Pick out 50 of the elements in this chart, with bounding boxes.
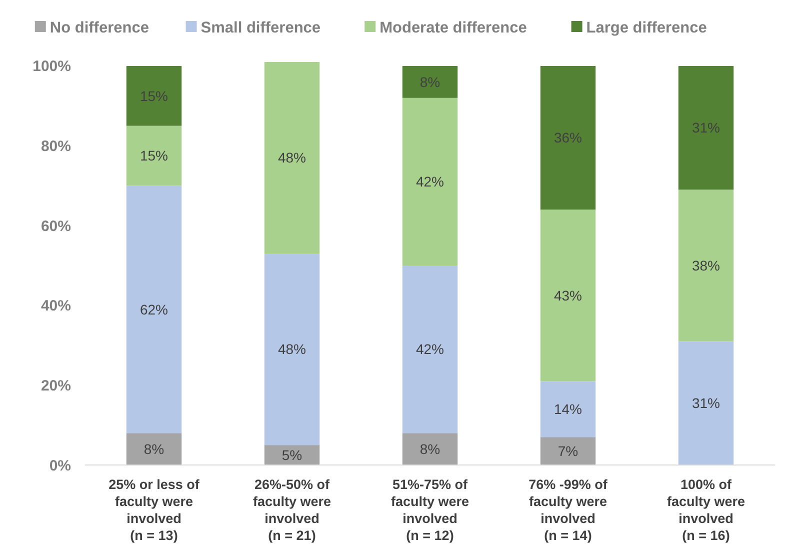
bar <box>540 66 596 210</box>
data-label: 5% <box>282 446 302 463</box>
bar <box>678 341 734 465</box>
bar <box>678 190 734 342</box>
data-label: 48% <box>278 341 306 358</box>
y-tick-label: 60% <box>40 218 71 235</box>
bar <box>402 66 458 98</box>
y-tick-label: 40% <box>40 298 71 315</box>
bar <box>540 381 596 438</box>
bar <box>126 66 182 126</box>
y-tick-label: 80% <box>40 138 71 156</box>
data-label: 8% <box>420 440 440 457</box>
data-label: 14% <box>554 401 582 418</box>
bar <box>126 186 182 434</box>
data-label: 62% <box>140 301 168 318</box>
data-label: 15% <box>140 88 168 104</box>
x-tick-label: 76% -99% of faculty were involved (n = 14) <box>528 477 608 543</box>
data-label: 38% <box>692 257 720 274</box>
legend-label: Moderate difference <box>380 19 528 36</box>
data-label: 43% <box>554 287 582 304</box>
x-tick-label: 26%-50% of faculty were involved (n = 21) <box>252 477 332 543</box>
bar <box>402 433 458 465</box>
data-label: 42% <box>416 341 444 358</box>
bar <box>540 437 596 465</box>
data-label: 8% <box>420 74 440 90</box>
bar <box>402 265 458 434</box>
data-label: 15% <box>140 148 168 164</box>
x-tick-label: 51%-75% of faculty were involved (n = 12) <box>390 477 470 543</box>
y-tick-label: 20% <box>40 377 71 394</box>
bar <box>540 210 596 382</box>
data-label: 36% <box>554 130 582 146</box>
bar <box>264 254 320 446</box>
legend-label: No difference <box>50 19 150 36</box>
bar <box>678 66 734 190</box>
data-label: 8% <box>144 440 164 457</box>
y-tick-label: 100% <box>32 58 71 76</box>
bar <box>264 62 320 254</box>
data-label: 48% <box>278 150 306 166</box>
x-tick-label: 25% or less of faculty were involved (n = 13) <box>108 477 200 543</box>
bar <box>126 126 182 186</box>
data-label: 31% <box>692 395 720 412</box>
bar <box>402 98 458 266</box>
data-label: 31% <box>692 120 720 136</box>
data-label: 7% <box>558 442 578 459</box>
legend-label: Large difference <box>586 19 708 36</box>
data-label: 42% <box>416 174 444 190</box>
y-tick-label: 0% <box>49 457 71 474</box>
x-tick-label: 100% of faculty were involved (n = 16) <box>666 477 746 543</box>
bar <box>126 433 182 465</box>
legend-label: Small difference <box>200 19 321 36</box>
